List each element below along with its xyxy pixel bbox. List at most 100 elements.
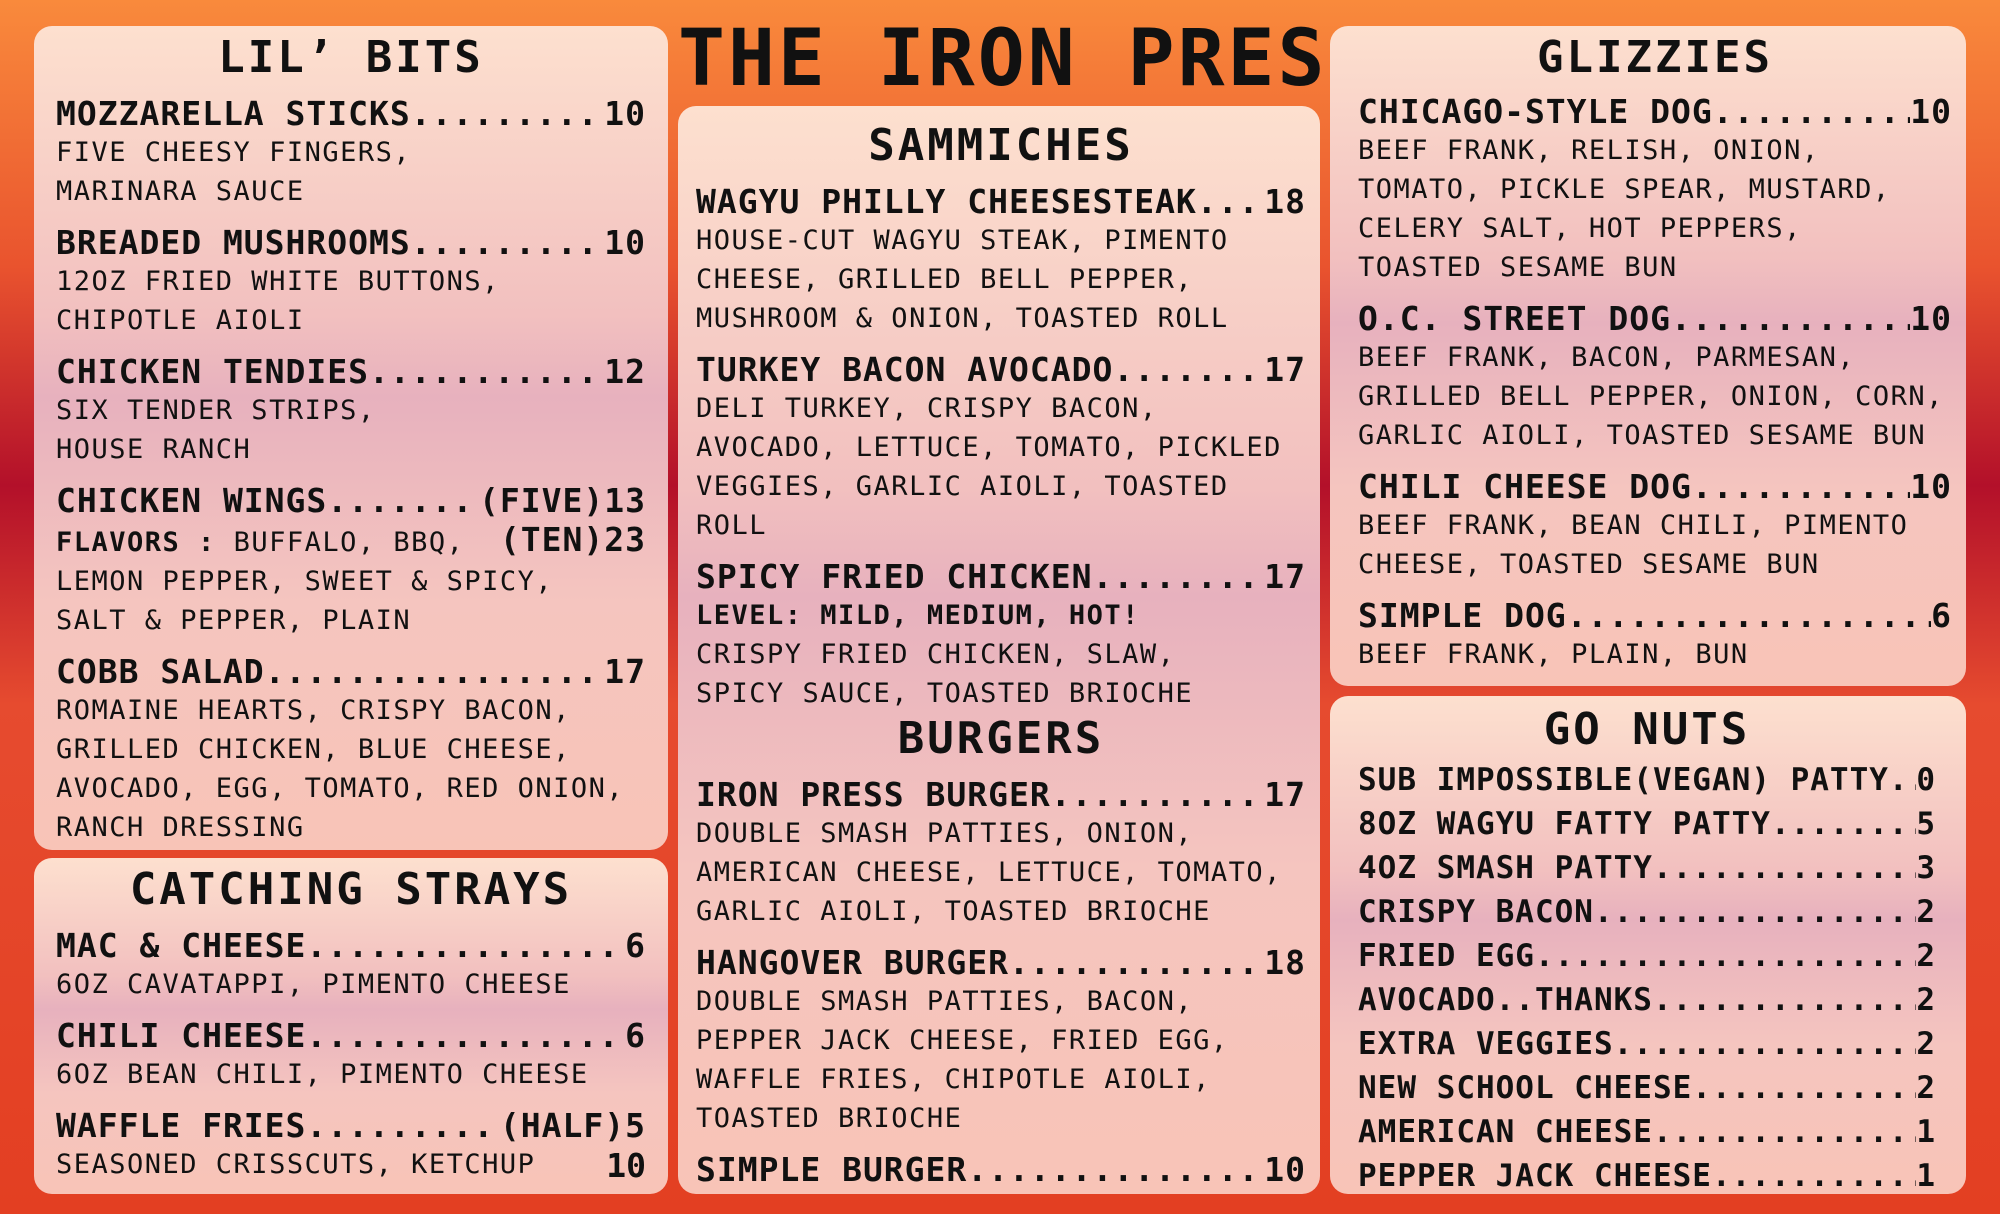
menu-item-waffle-fries: WAFFLE FRIES(HALF)5 SEASONED CRISSCUTS, … (56, 1106, 646, 1185)
menu-item-cobb-salad: COBB SALAD17 ROMAINE HEARTS, CRISPY BACO… (56, 652, 646, 847)
item-price: 2 (1916, 1026, 1936, 1062)
item-price: 0 (1916, 762, 1936, 798)
item-description: FIVE CHEESY FINGERS, MARINARA SAUCE (56, 137, 412, 207)
item-price: 2 (1916, 938, 1936, 974)
item-price: 6 (1931, 596, 1952, 635)
item-name: SIMPLE DOG (1358, 596, 1931, 635)
item-price: 10 (1910, 92, 1952, 131)
menu-item-chicken-wings: CHICKEN WINGS(FIVE)13 FLAVORS : BUFFALO,… (56, 481, 646, 640)
add-on-item: AMERICAN CHEESE1 (1358, 1114, 1936, 1150)
item-name: NEW SCHOOL CHEESE (1358, 1070, 1916, 1106)
item-name: SUB IMPOSSIBLE(VEGAN) PATTY (1358, 762, 1916, 798)
item-description: DOUBLE SMASH PATTIES, BACON, PEPPER JACK… (696, 986, 1229, 1134)
item-price: 18 (1264, 182, 1306, 221)
menu-title: THE IRON PRESS (678, 14, 1378, 104)
item-price: 5 (1916, 806, 1936, 842)
item-name: CHICAGO-STYLE DOG (1358, 92, 1910, 131)
lil-bits-list: MOZZARELLA STICKS10FIVE CHEESY FINGERS, … (56, 94, 646, 469)
item-price: 10 (1264, 1150, 1306, 1189)
item-description: SIX TENDER STRIPS, HOUSE RANCH (56, 395, 376, 465)
item-name: CHICKEN TENDIES (56, 352, 604, 391)
add-on-item: FRIED EGG2 (1358, 938, 1936, 974)
item-price-secondary: (TEN)23 (499, 520, 646, 559)
add-on-item: AVOCADO..THANKS2 (1358, 982, 1936, 1018)
item-price: 10 (604, 94, 646, 133)
item-price: (HALF)5 (499, 1106, 646, 1145)
flavors-label: FLAVORS : (56, 527, 216, 558)
menu-item: CHILI CHEESE DOG10BEEF FRANK, BEAN CHILI… (1358, 467, 1952, 584)
sammiches-burgers-panel: SAMMICHES WAGYU PHILLY CHEESESTEAK18HOUS… (678, 106, 1320, 1194)
add-on-item: CRISPY BACON2 (1358, 894, 1936, 930)
item-description: BEEF FRANK, BACON, PARMESAN, GRILLED BEL… (1358, 342, 1944, 451)
item-description: SINGLE SMASH PATTY, CHEESE, BUN (696, 1189, 1306, 1194)
item-name: IRON PRESS BURGER (696, 775, 1264, 814)
item-price: 6 (625, 926, 646, 965)
menu-item: IRON PRESS BURGER17 DOUBLE SMASH PATTIES,… (696, 775, 1306, 931)
menu-item: MOZZARELLA STICKS10 FIVE CHEESY FINGERS, … (56, 94, 646, 211)
section-title-go-nuts: GO NUTS (1543, 704, 1751, 755)
item-name: WAFFLE FRIES (56, 1106, 500, 1145)
item-name: SIMPLE BURGER (696, 1150, 1264, 1189)
item-name: EXTRA VEGGIES (1358, 1026, 1916, 1062)
go-nuts-list: SUB IMPOSSIBLE(VEGAN) PATTY08OZ WAGYU FA… (1358, 762, 1936, 1194)
catching-strays-panel: CATCHING STRAYS MAC & CHEESE6 6OZ CAVATAP… (34, 858, 668, 1194)
add-on-item: SUB IMPOSSIBLE(VEGAN) PATTY0 (1358, 762, 1936, 798)
add-on-item: EXTRA VEGGIES2 (1358, 1026, 1936, 1062)
item-flavors: FLAVORS : BUFFALO, BBQ, (56, 523, 500, 562)
item-name: AVOCADO..THANKS (1358, 982, 1916, 1018)
item-name: CHICKEN WINGS (56, 481, 479, 520)
item-description: 6OZ BEAN CHILI, PIMENTO CHEESE (56, 1059, 589, 1090)
menu-item: SIMPLE DOG6 BEEF FRANK, PLAIN, BUN (1358, 596, 1952, 674)
glizzies-list: CHICAGO-STYLE DOG10BEEF FRANK, RELISH, O… (1358, 92, 1952, 674)
section-title-glizzies: GLIZZIES (1537, 32, 1773, 83)
item-price: 10 (1910, 299, 1952, 338)
add-on-item: 8OZ WAGYU FATTY PATTY5 (1358, 806, 1936, 842)
item-name: COBB SALAD (56, 652, 604, 691)
item-price: 2 (1916, 1070, 1936, 1106)
item-description: SEASONED CRISSCUTS, KETCHUP (56, 1149, 536, 1180)
item-price: 17 (1264, 350, 1306, 389)
menu-item: BREADED MUSHROOMS10 12OZ FRIED WHITE BUTT… (56, 223, 646, 340)
item-price: 2 (1916, 894, 1936, 930)
item-name: 8OZ WAGYU FATTY PATTY (1358, 806, 1916, 842)
item-name: MAC & CHEESE (56, 926, 625, 965)
item-description: DOUBLE SMASH PATTIES, ONION, AMERICAN CH… (696, 818, 1282, 927)
menu-item: O.C. STREET DOG10 BEEF FRANK, BACON, PARM… (1358, 299, 1952, 455)
section-title-catching-strays: CATCHING STRAYS (129, 864, 573, 915)
item-description: 12OZ FRIED WHITE BUTTONS, CHIPOTLE AIOLI (56, 266, 500, 336)
section-title-lil-bits: LIL’ BITS (218, 32, 484, 83)
item-description: CRISPY FRIED CHICKEN, SLAW, SPICY SAUCE,… (696, 639, 1194, 709)
item-price: 17 (1264, 775, 1306, 814)
item-description: BEEF FRANK, BEAN CHILI, PIMENTO CHEESE, … (1358, 510, 1909, 580)
item-price: 3 (1916, 850, 1936, 886)
item-description: DELI TURKEY, CRISPY BACON, AVOCADO, LETT… (696, 393, 1282, 541)
item-name: MOZZARELLA STICKS (56, 94, 604, 133)
item-name: HANGOVER BURGER (696, 943, 1264, 982)
add-on-item: PEPPER JACK CHEESE1 (1358, 1158, 1936, 1194)
menu-item: CHICAGO-STYLE DOG10 BEEF FRANK, RELISH, O… (1358, 92, 1952, 287)
item-name: O.C. STREET DOG (1358, 299, 1910, 338)
burgers-list: IRON PRESS BURGER17 DOUBLE SMASH PATTIES,… (696, 775, 1306, 1194)
lil-bits-panel: LIL’ BITS MOZZARELLA STICKS10FIVE CHEESY… (34, 26, 668, 850)
go-nuts-panel: GO NUTS SUB IMPOSSIBLE(VEGAN) PATTY08OZ … (1330, 696, 1966, 1194)
item-description: BEEF FRANK, RELISH, ONION, TOMATO, PICKL… (1358, 135, 1891, 283)
item-price: 10 (604, 223, 646, 262)
item-name: TURKEY BACON AVOCADO (696, 350, 1264, 389)
item-price: 10 (1910, 467, 1952, 506)
add-on-item: NEW SCHOOL CHEESE2 (1358, 1070, 1936, 1106)
item-price: 12 (604, 352, 646, 391)
item-name: AMERICAN CHEESE (1358, 1114, 1916, 1150)
item-spice-level: LEVEL: MILD, MEDIUM, HOT! (696, 600, 1140, 631)
sammiches-list: WAGYU PHILLY CHEESESTEAK18 HOUSE-CUT WAGY… (696, 182, 1306, 545)
item-name: CRISPY BACON (1358, 894, 1916, 930)
catching-strays-list: MAC & CHEESE6 6OZ CAVATAPPI, PIMENTO CHEE… (56, 926, 646, 1094)
item-description: 6OZ CAVATAPPI, PIMENTO CHEESE (56, 969, 571, 1000)
item-description: BEEF FRANK, PLAIN, BUN (1358, 639, 1749, 670)
item-name: CHILI CHEESE (56, 1016, 625, 1055)
menu-item: MAC & CHEESE6 6OZ CAVATAPPI, PIMENTO CHEE… (56, 926, 646, 1004)
item-description: HOUSE-CUT WAGYU STEAK, PIMENTO CHEESE, G… (696, 225, 1229, 334)
menu-item: CHILI CHEESE6 6OZ BEAN CHILI, PIMENTO CHE… (56, 1016, 646, 1094)
item-name: PEPPER JACK CHEESE (1358, 1158, 1916, 1194)
item-name: BREADED MUSHROOMS (56, 223, 604, 262)
item-name: SPICY FRIED CHICKEN (696, 557, 1264, 596)
